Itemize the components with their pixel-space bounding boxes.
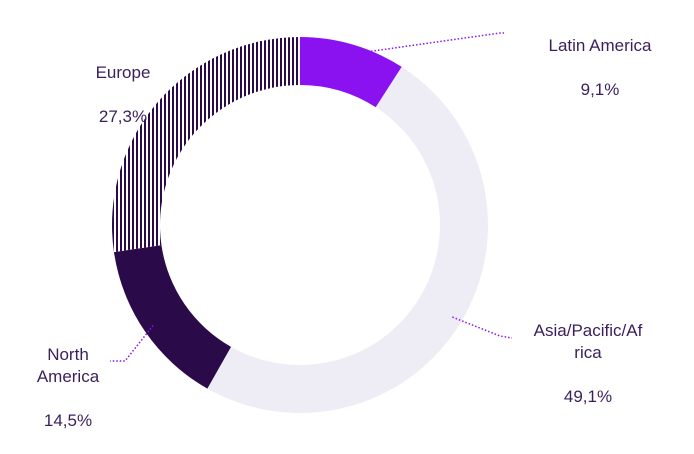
label-latin-america-value: 9,1% [580,80,620,99]
label-north-america-name: North America [36,345,100,386]
label-europe-name: Europe [95,63,151,82]
leader-line-north-america [110,325,154,362]
label-north-america: North America 14,5% [18,322,118,454]
label-europe-value: 27,3% [98,107,148,126]
label-asia-pacific-africa: Asia/Pacific/Af rica 49,1% [518,298,658,430]
label-latin-america-name: Latin America [548,36,652,55]
slice-north-america [113,245,232,389]
label-asia-pacific-africa-value: 49,1% [563,387,613,406]
leader-line-latin-america [350,32,504,55]
donut-chart-canvas [110,32,513,414]
label-asia-pacific-africa-name: Asia/Pacific/Af rica [533,321,643,362]
donut-chart: Latin America 9,1% Asia/Pacific/Af rica … [37,13,680,430]
label-north-america-value: 14,5% [43,411,93,430]
label-europe: Europe 27,3% [68,40,178,150]
slice-latin-america [300,37,402,108]
label-latin-america: Latin America 9,1% [520,13,680,123]
slice-europe [111,37,300,253]
slice-asia-pacific-africa [207,66,488,414]
